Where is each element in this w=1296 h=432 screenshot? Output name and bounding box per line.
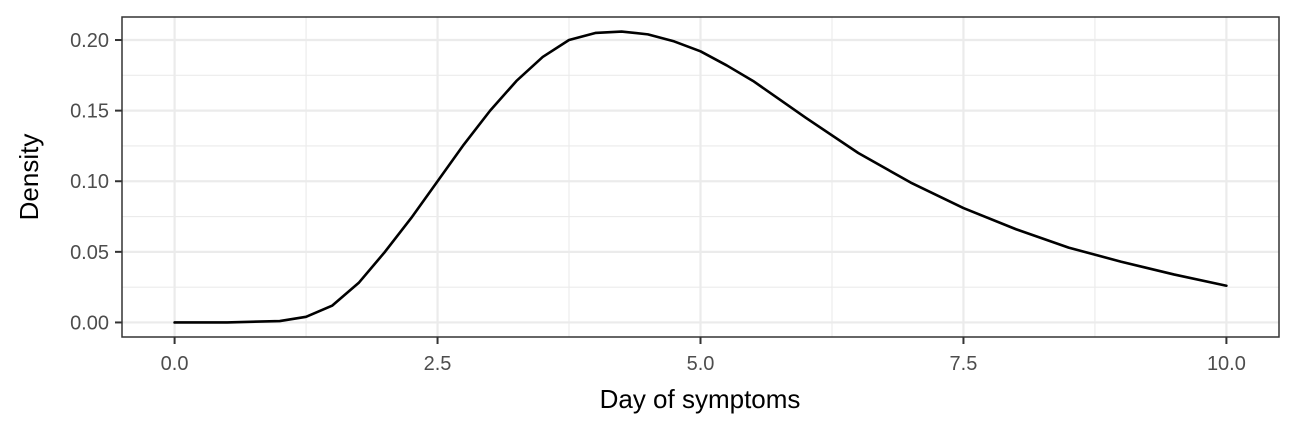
major-gridlines xyxy=(122,17,1279,337)
x-tick-label: 7.5 xyxy=(950,353,978,375)
y-axis: 0.00 0.05 0.10 0.15 0.20 xyxy=(70,30,122,334)
x-axis: 0.0 2.5 5.0 7.5 10.0 xyxy=(161,337,1246,375)
y-tick-label: 0.10 xyxy=(70,171,109,193)
x-tick-label: 5.0 xyxy=(687,353,715,375)
y-tick-label: 0.05 xyxy=(70,242,109,264)
series-layer xyxy=(173,30,1228,324)
y-tick-label: 0.00 xyxy=(70,312,109,334)
y-tick-label: 0.20 xyxy=(70,30,109,52)
y-tick-label: 0.15 xyxy=(70,101,109,123)
x-tick-label: 0.0 xyxy=(161,353,189,375)
x-tick-label: 10.0 xyxy=(1207,353,1246,375)
density-curve xyxy=(173,30,1228,324)
x-axis-title: Day of symptoms xyxy=(600,384,801,414)
x-tick-label: 2.5 xyxy=(424,353,452,375)
y-axis-title: Density xyxy=(14,134,44,221)
